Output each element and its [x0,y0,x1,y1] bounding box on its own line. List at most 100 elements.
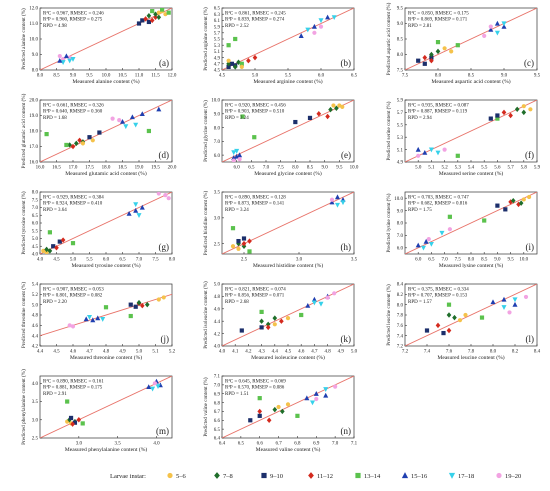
x-tick-label: 5.2 [169,350,176,355]
data-point-11–12 [70,143,76,150]
stats-line: R²P = 0.924, RMSEP = 0.410 [43,201,103,207]
y-tick-label: 4.4 [214,320,221,325]
data-point-11–12 [139,302,145,309]
data-point-19–20 [329,197,335,202]
data-point-17–18 [133,122,139,128]
data-point-5–6 [239,64,244,69]
panel-l: 7.2 7.4 7.6 7.8 8.0 8.2 8.4 7.2 7.4 7.6 7.8 8.0 8.2 8… [385,283,541,361]
data-point-5–6 [80,141,85,146]
x-tick-label: 16.5 [52,166,61,171]
legend: Larvae instar: 5–6 7–8 9–10 11–12 13–14 15–16 1… [110,472,521,480]
data-point-11–12 [257,408,263,415]
points-group [239,291,337,333]
data-point-15–16 [146,384,152,390]
x-tick-label: 9.0 [494,258,501,263]
data-point-11–12 [153,14,158,21]
data-point-7–8 [272,406,278,413]
data-point-5–6 [340,104,345,109]
data-point-17–18 [305,27,311,33]
x-tick-label: 5.0 [70,258,77,263]
data-point-19–20 [152,381,158,386]
data-point-5–6 [272,322,277,327]
y-tick-label: 10.0 [394,197,403,202]
y-tick-label: 6.5 [214,428,221,433]
data-point-7–8 [510,197,516,204]
data-point-17–18 [435,150,441,156]
legend-label: 13–14 [364,473,381,480]
data-point-17–18 [318,301,324,307]
x-axis-title: Measured glycine content (%) [254,170,322,177]
x-tick-label: 6.4 [219,442,226,447]
x-tick-label: 6.5 [428,258,435,263]
y-tick-label: 11.0 [29,22,38,27]
data-point-9–10 [416,58,421,63]
y-tick-label: 6.1 [214,19,221,24]
data-point-17–18 [439,230,445,236]
x-tick-label: 11.0 [135,74,144,79]
x-tick-label: 4.5 [53,258,60,263]
x-tick-label: 4.7 [311,350,318,355]
data-point-9–10 [133,304,138,309]
y-tick-label: 6.3 [214,13,221,18]
data-point-15–16 [415,146,421,152]
y-tick-label: 7.0 [214,140,221,145]
data-point-19–20 [332,291,337,296]
data-point-9–10 [503,207,508,212]
data-point-19–20 [416,153,421,158]
data-point-19–20 [312,30,317,35]
x-tick-label: 3.5 [351,258,358,263]
data-point-15–16 [156,106,162,112]
x-tick-label: 4.0 [219,350,226,355]
data-point-5–6 [463,312,468,318]
panel-b: 4.5 5.0 5.5 6.0 6.54.54.74.95.15.35.55.75.96… [202,7,358,85]
data-point-13–14 [146,128,151,134]
data-point-15–16 [490,299,496,305]
points-group [44,106,162,150]
data-point-13–14 [299,312,304,318]
x-tick-label: 5.8 [521,166,528,171]
y-tick-label: 20.0 [29,99,38,104]
y-tick-label: 8.4 [397,283,404,288]
data-point-5–6 [156,297,161,302]
x-axis-title: Measured phenylalanine content (%) [65,446,148,453]
legend-marker-11–12 [308,472,314,479]
data-point-13–14 [257,396,262,401]
data-point-19–20 [110,116,115,121]
y-tick-label: 6.4 [214,437,221,442]
data-point-9–10 [57,239,62,244]
data-point-17–18 [123,124,129,130]
y-tick-label: 6.0 [32,222,39,227]
data-point-7–8 [280,408,285,415]
data-point-13–14 [64,142,69,148]
x-tick-label: 9.5 [86,74,93,79]
x-tick-label: 4.2 [245,350,252,355]
data-point-11–12 [143,16,148,22]
x-tick-label: 6.0 [318,74,325,79]
panel-label: (g) [159,242,170,252]
data-point-9–10 [146,19,151,25]
data-point-11–12 [241,240,247,247]
x-tick-label: 5.5 [86,258,93,263]
stats-line: RPD = 2.81 [408,24,432,29]
x-tick-label: 5.1 [428,166,435,171]
data-point-13–14 [70,241,76,246]
data-point-9–10 [136,21,142,26]
data-point-5–6 [163,12,168,17]
data-point-11–12 [60,237,66,243]
x-tick-label: 6.5 [238,442,245,447]
y-tick-label: 7.0 [32,206,39,211]
panel-label: (k) [341,334,352,344]
x-tick-label: 7.0 [136,258,143,263]
data-point-19–20 [314,396,319,402]
y-tick-label: 4.6 [32,324,39,329]
y-tick-label: 3.5 [214,191,221,196]
data-point-5–6 [156,10,161,15]
y-tick-label: 17.0 [29,145,38,150]
data-point-15–16 [501,23,507,29]
stats-line: R²C = 0.935, RMSEC = 0.087 [408,103,469,109]
x-tick-label: 8.0 [490,350,497,355]
data-point-9–10 [72,420,78,425]
y-axis-title: Predicted glutamic acid content (%) [20,93,27,168]
data-point-7–8 [153,11,158,17]
